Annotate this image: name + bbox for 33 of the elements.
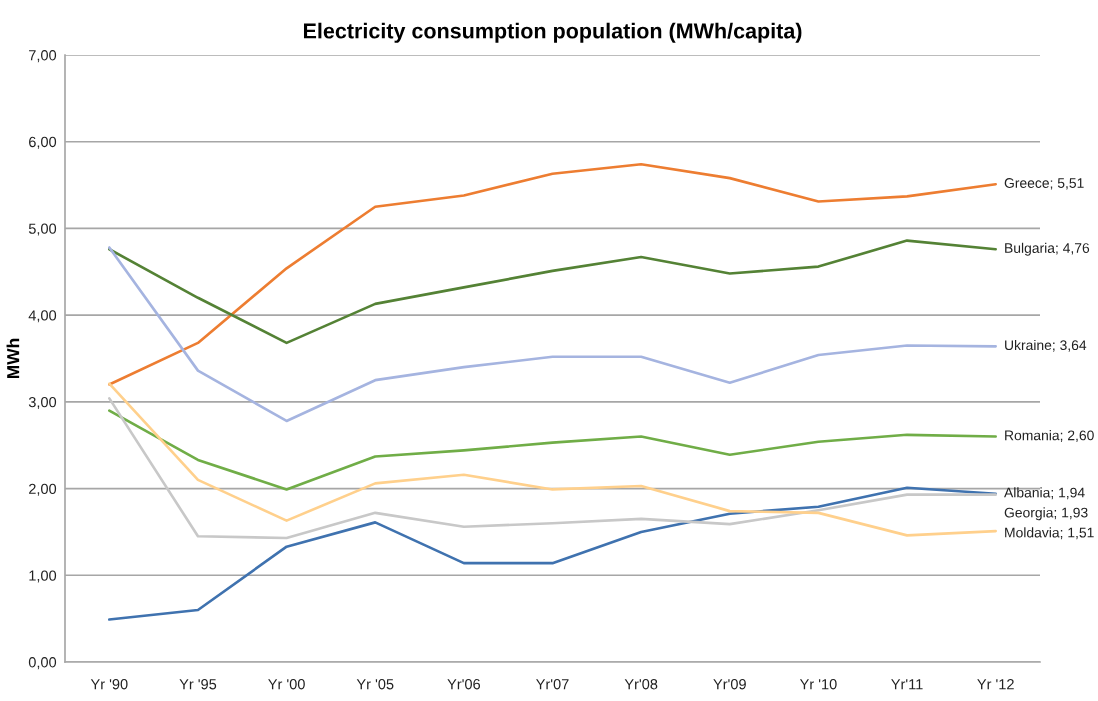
y-tick-label: 0,00 (28, 657, 57, 670)
x-tick-label: Yr '95 (179, 679, 217, 690)
x-tick-label: Yr '10 (799, 679, 837, 690)
data-label: Romania; 2,60 (1005, 430, 1094, 442)
y-tick-label: 2,00 (29, 483, 57, 496)
x-tick-label: Yr'06 (447, 679, 481, 690)
data-label: Georgia; 1,93 (1004, 507, 1088, 521)
x-tick-label: Yr'11 (891, 679, 923, 690)
line-series (108, 246, 997, 423)
line-series (108, 409, 997, 491)
y-tick-label: 1,00 (29, 570, 57, 583)
line-series (108, 486, 997, 621)
x-tick-label: Yr '00 (268, 679, 305, 690)
y-tick-label: 3,00 (28, 396, 57, 410)
data-label: Moldavia; 1,51 (1005, 527, 1094, 540)
y-axis-title: MWh (6, 338, 20, 379)
chart-title: Electricity consumption population (MWh/capita) (303, 22, 802, 43)
x-tick-label: Yr '90 (90, 679, 128, 690)
y-tick-label: 6,00 (29, 136, 57, 149)
line-series (108, 162, 997, 386)
x-tick-label: Yr'07 (536, 679, 569, 690)
y-tick-label: 7,00 (29, 50, 57, 63)
x-tick-label: Yr '05 (356, 679, 394, 690)
data-label: Greece; 5,51 (1004, 178, 1084, 190)
y-tick-label: 4,00 (28, 310, 57, 323)
line-series (108, 239, 997, 345)
x-tick-label: Yr'09 (713, 679, 746, 690)
x-tick-label: Yr'08 (624, 679, 658, 690)
data-label: Albania; 1,94 (1004, 487, 1085, 500)
data-label: Bulgaria; 4,76 (1005, 242, 1090, 256)
x-tick-label: Yr '12 (977, 679, 1014, 690)
data-label: Ukraine; 3,64 (1005, 339, 1087, 352)
y-tick-label: 5,00 (28, 223, 57, 236)
